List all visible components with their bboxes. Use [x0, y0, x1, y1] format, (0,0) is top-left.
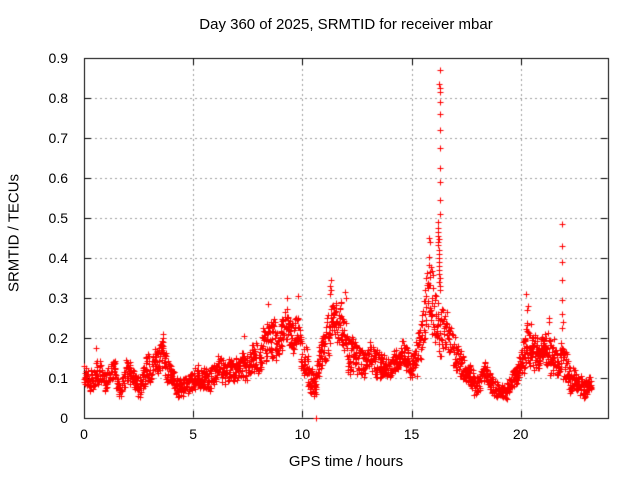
- y-tick-label: 0.9: [48, 50, 68, 66]
- x-axis-label: GPS time / hours: [288, 453, 404, 470]
- x-tick-label: 0: [80, 426, 88, 442]
- y-tick-label: 0.4: [48, 250, 68, 266]
- y-tick-label: 0.1: [48, 370, 68, 386]
- x-tick-label: 15: [403, 426, 420, 442]
- x-tick-label: 20: [512, 426, 529, 442]
- y-tick-label: 0.2: [48, 330, 68, 346]
- y-tick-label: 0.3: [48, 290, 68, 306]
- x-tick-label: 5: [189, 426, 198, 442]
- y-tick-label: 0.5: [48, 210, 68, 226]
- x-tick-label: 10: [294, 426, 311, 442]
- chart-title: Day 360 of 2025, SRMTID for receiver mba…: [199, 16, 493, 33]
- y-tick-label: 0.6: [48, 170, 68, 186]
- y-tick-label: 0: [60, 410, 68, 426]
- y-tick-label: 0.8: [48, 90, 68, 106]
- y-tick-label: 0.7: [48, 130, 68, 146]
- y-axis-label: SRMTID / TECUs: [5, 173, 23, 293]
